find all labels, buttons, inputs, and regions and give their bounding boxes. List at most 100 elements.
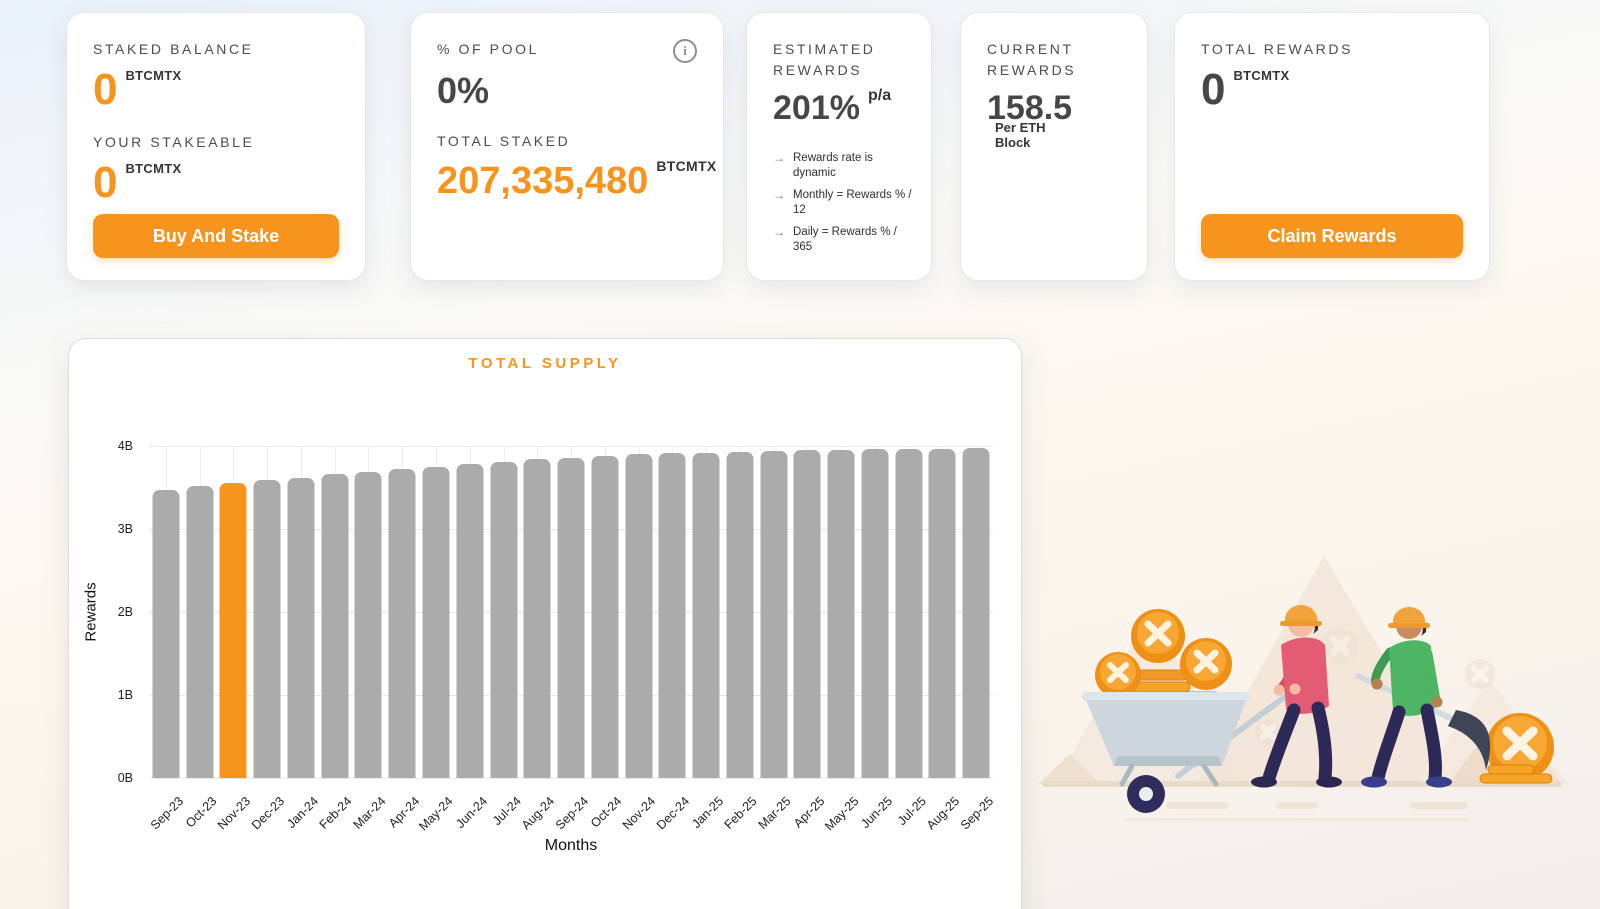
bars-row xyxy=(149,446,993,778)
supply-bar-Dec-24[interactable] xyxy=(658,453,686,778)
total-rewards-label: TOTAL REWARDS xyxy=(1201,41,1354,57)
supply-bar-Nov-24[interactable] xyxy=(625,454,653,778)
rewards-notes: → Rewards rate is dynamic → Monthly = Rewa… xyxy=(773,151,915,255)
x-tick-label: Aug-24 xyxy=(518,794,558,833)
supply-bar-Jul-24[interactable] xyxy=(490,461,518,778)
bar-slot xyxy=(250,446,284,778)
y-tick-label: 4B xyxy=(117,439,133,453)
supply-bar-Aug-25[interactable] xyxy=(928,448,956,778)
x-tick-label: Nov-23 xyxy=(214,794,254,833)
bar-slot xyxy=(554,446,588,778)
x-tick-label: Mar-25 xyxy=(755,794,794,832)
x-tick-label: Oct-24 xyxy=(588,794,625,831)
x-tick-label: Dec-23 xyxy=(248,794,288,833)
supply-bar-Jun-25[interactable] xyxy=(861,449,889,778)
supply-bar-Sep-25[interactable] xyxy=(962,448,990,778)
x-tick-label: Mar-24 xyxy=(350,794,389,832)
y-tick-label: 0B xyxy=(117,771,133,785)
supply-bar-Feb-24[interactable] xyxy=(321,474,349,778)
estimated-rewards-label: ESTIMATED REWARDS xyxy=(773,41,876,78)
bar-slot xyxy=(419,446,453,778)
x-tick-label: Feb-24 xyxy=(316,794,355,832)
pool-value: 0% xyxy=(437,70,490,111)
supply-bar-Sep-23[interactable] xyxy=(152,490,180,778)
miners-illustration xyxy=(1038,556,1568,821)
x-tick-label: Jan-24 xyxy=(283,794,321,831)
supply-bar-Oct-23[interactable] xyxy=(186,485,214,778)
bar-slot xyxy=(959,446,993,778)
supply-bar-Mar-25[interactable] xyxy=(760,450,788,778)
supply-bar-Jul-25[interactable] xyxy=(895,448,923,778)
bar-slot xyxy=(655,446,689,778)
bar-slot xyxy=(824,446,858,778)
supply-bar-Sep-24[interactable] xyxy=(557,457,585,778)
info-icon[interactable]: i xyxy=(673,39,697,63)
x-tick-label: Sep-25 xyxy=(957,794,997,833)
supply-bar-Mar-24[interactable] xyxy=(354,471,382,778)
y-tick-label: 2B xyxy=(117,605,133,619)
x-tick-label: May-24 xyxy=(416,794,456,834)
total-rewards-card: TOTAL REWARDS 0 BTCMTX Claim Rewards xyxy=(1174,12,1490,281)
bar-slot xyxy=(757,446,791,778)
supply-bar-Jan-25[interactable] xyxy=(692,452,720,778)
chart-plot xyxy=(149,446,993,779)
note-item: → Rewards rate is dynamic xyxy=(773,151,873,179)
bar-slot xyxy=(217,446,251,778)
arrow-icon: → xyxy=(773,224,785,239)
supply-bar-May-24[interactable] xyxy=(422,466,450,778)
arrow-icon: → xyxy=(773,187,785,202)
bar-slot xyxy=(622,446,656,778)
supply-bar-Aug-24[interactable] xyxy=(523,459,551,778)
chart-title: TOTAL SUPPLY xyxy=(468,355,622,372)
supply-bar-Dec-23[interactable] xyxy=(253,480,281,778)
note-item: → Monthly = Rewards % / 12 xyxy=(773,187,912,216)
x-tick-label: Dec-24 xyxy=(653,794,693,833)
arrow-icon: → xyxy=(773,151,785,165)
total-staked-unit: BTCMTX xyxy=(656,158,717,175)
x-tick-label: May-25 xyxy=(821,794,862,834)
y-tick-label: 3B xyxy=(117,522,133,536)
bar-slot xyxy=(520,446,554,778)
supply-bar-Apr-25[interactable] xyxy=(793,450,821,778)
bar-slot xyxy=(318,446,352,778)
stakeable-value: 0 BTCMTX xyxy=(93,158,182,207)
bar-slot xyxy=(487,446,521,778)
bar-slot xyxy=(892,446,926,778)
current-rewards-label: CURRENT REWARDS xyxy=(987,41,1077,78)
x-tick-label: Nov-24 xyxy=(620,794,659,833)
x-tick-label: Oct-23 xyxy=(183,794,220,831)
x-tick-label: Jan-25 xyxy=(689,794,727,831)
y-tick-label: 1B xyxy=(117,688,133,702)
bar-slot xyxy=(791,446,825,778)
estimated-rewards-card: ESTIMATED REWARDS 201% p/a → Rewards rate … xyxy=(746,12,932,281)
supply-bar-Feb-25[interactable] xyxy=(726,451,754,778)
stakeable-label: YOUR STAKEABLE xyxy=(93,134,255,150)
bar-slot xyxy=(149,446,183,778)
estimated-rewards-per: p/a xyxy=(867,87,892,104)
x-tick-label: Feb-25 xyxy=(721,794,760,832)
bar-slot xyxy=(284,446,318,778)
total-staked-label: TOTAL STAKED xyxy=(437,133,571,149)
claim-rewards-button[interactable]: Claim Rewards xyxy=(1201,214,1463,258)
supply-bar-Jun-24[interactable] xyxy=(456,464,484,778)
supply-bar-Jan-24[interactable] xyxy=(287,477,315,778)
staked-balance-label: STAKED BALANCE xyxy=(93,41,254,57)
x-tick-label: Jun-25 xyxy=(857,794,895,831)
supply-bar-Oct-24[interactable] xyxy=(591,455,619,778)
supply-bar-May-25[interactable] xyxy=(827,449,855,778)
pool-card: % OF POOL i 0% TOTAL STAKED 207,335,480 B… xyxy=(410,12,724,281)
x-tick-label: Sep-24 xyxy=(552,794,591,833)
x-tick-label: Jun-24 xyxy=(452,794,490,831)
gridline xyxy=(149,446,993,447)
buy-and-stake-button[interactable]: Buy And Stake xyxy=(93,214,339,258)
pool-label: % OF POOL xyxy=(437,41,539,57)
supply-bar-Nov-23[interactable] xyxy=(219,483,247,778)
supply-bar-Apr-24[interactable] xyxy=(388,469,416,778)
current-rewards-per: Per ETH Block xyxy=(995,120,1046,150)
total-staked-value: 207,335,480 BTCMTX xyxy=(437,158,717,202)
estimated-rewards-value: 201% p/a xyxy=(773,87,892,127)
gridline xyxy=(149,778,993,779)
y-axis-ticks: 0B 1B 2B 3B 4B xyxy=(95,439,141,785)
